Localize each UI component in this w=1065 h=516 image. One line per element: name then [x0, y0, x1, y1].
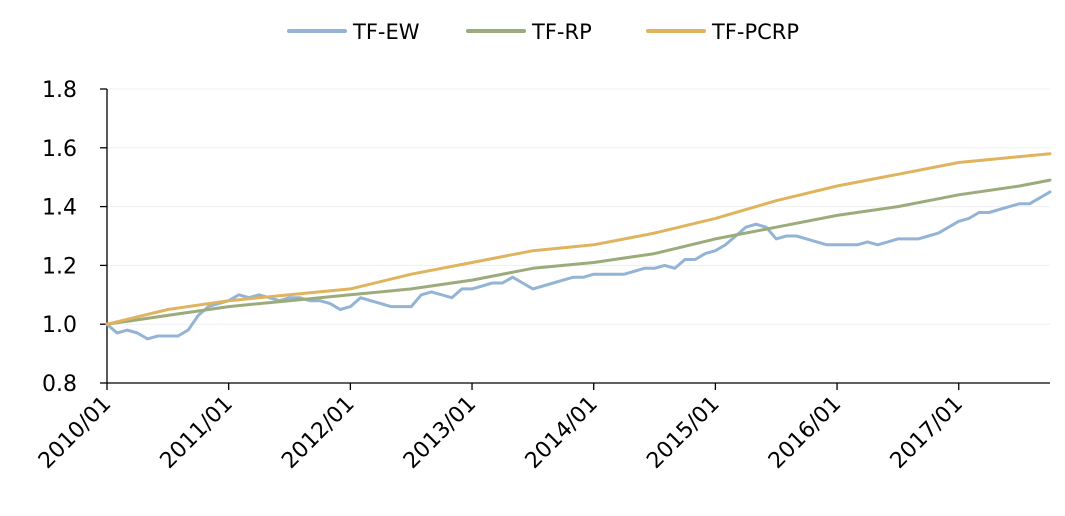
series-line-tf-rp	[105, 178, 1052, 326]
legend: TF-EW TF-RP TF-PCRP	[287, 20, 799, 44]
legend-label: TF-PCRP	[711, 20, 799, 44]
y-tick-label: 0.8	[42, 372, 77, 397]
x-tick-label: 2010/01	[34, 392, 116, 474]
y-tick-label: 1.4	[42, 196, 77, 221]
y-tick-label: 1.8	[42, 78, 77, 103]
legend-label: TF-RP	[531, 20, 592, 44]
gridlines	[107, 88, 1050, 325]
y-tick-label: 1.6	[42, 137, 77, 162]
x-tick-label: 2017/01	[886, 392, 968, 474]
y-tick-label: 1.0	[42, 313, 77, 338]
legend-label: TF-EW	[352, 20, 420, 44]
y-axis-ticks: 0.8 1.0 1.2 1.4 1.6 1.8	[42, 78, 107, 397]
y-tick-label: 1.2	[42, 254, 77, 279]
x-tick-label: 2013/01	[399, 392, 481, 474]
x-tick-label: 2011/01	[156, 392, 238, 474]
x-tick-label: 2015/01	[642, 392, 724, 474]
x-tick-label: 2014/01	[521, 392, 603, 474]
series-line-tf-pcrp	[105, 152, 1052, 326]
x-axis-ticks: 2010/01 2011/01 2012/01 2013/01 2014/01 2015/…	[34, 383, 968, 474]
x-tick-label: 2016/01	[764, 392, 846, 474]
axes	[106, 89, 1050, 384]
plot-area	[105, 152, 1052, 341]
x-tick-label: 2012/01	[277, 392, 359, 474]
